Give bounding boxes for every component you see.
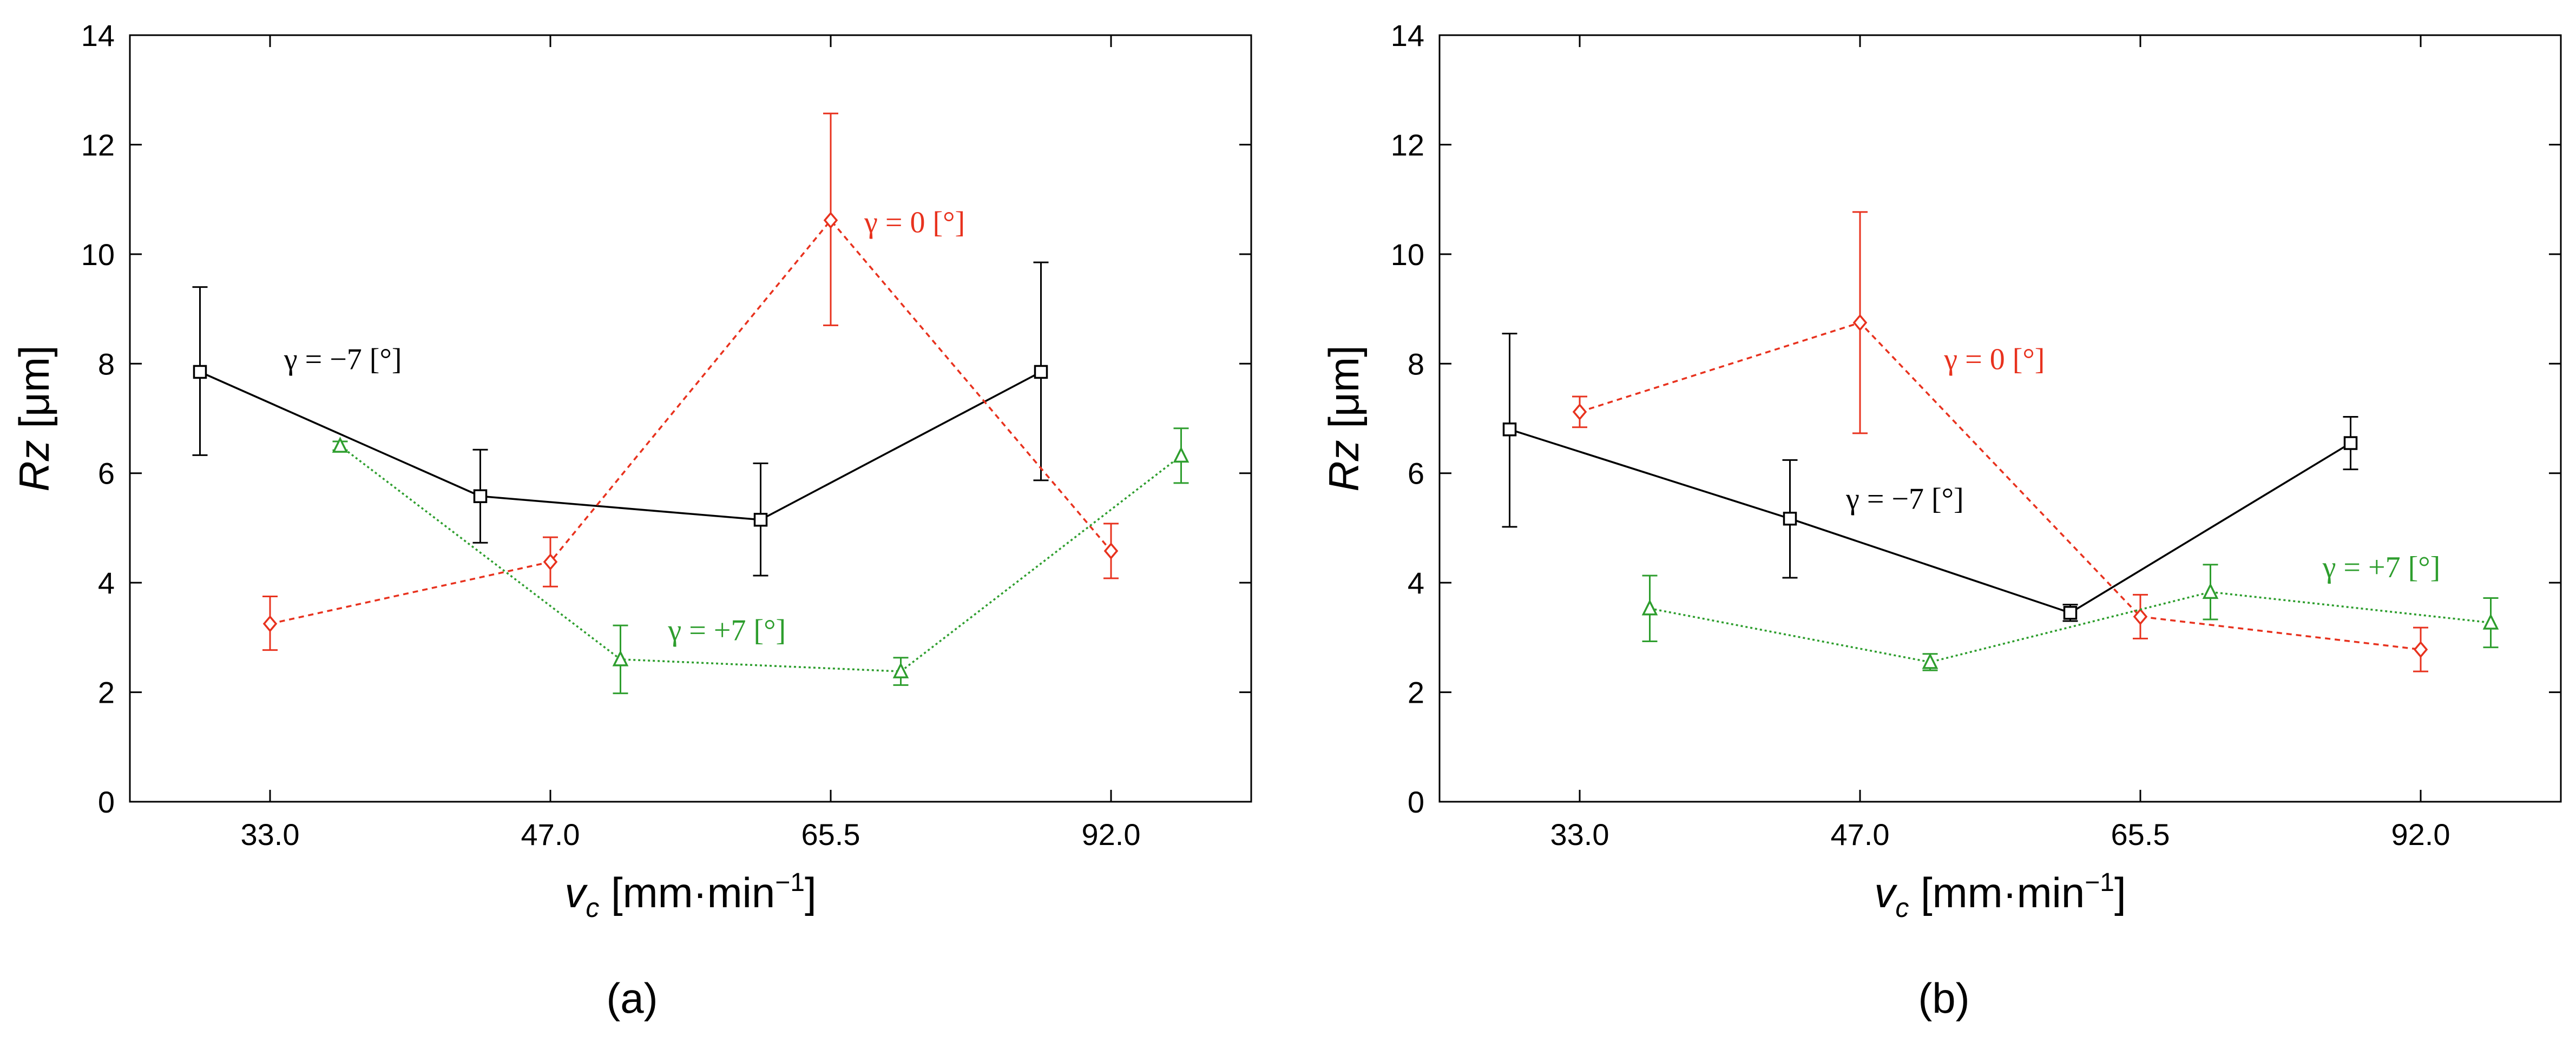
y-tick-label: 12 [1391, 128, 1424, 162]
data-point [473, 489, 488, 503]
data-point [1852, 314, 1868, 332]
data-point [2133, 608, 2148, 625]
data-point [612, 650, 629, 666]
y-axis-var: Rz [10, 440, 58, 491]
y-tick-label: 14 [1391, 18, 1424, 52]
y-tick-label: 6 [98, 457, 115, 491]
series-line [270, 219, 1112, 625]
data-point [1103, 542, 1119, 560]
y-tick-label: 14 [81, 18, 115, 52]
y-tick-label: 2 [98, 676, 115, 710]
x-axis-title: vc [mm·min−1] [564, 868, 816, 923]
data-point [1922, 652, 1938, 669]
data-point [823, 212, 838, 229]
series-annotation: γ = −7 [°] [284, 342, 402, 376]
data-point [193, 365, 207, 379]
series-line [1650, 591, 2491, 663]
y-tick-label: 12 [81, 128, 115, 162]
data-point [1641, 599, 1658, 616]
x-axis-title: vc [mm·min−1] [1874, 868, 2126, 923]
series-annotation: γ = 0 [°] [864, 206, 965, 239]
series-annotation: γ = +7 [°] [2322, 551, 2441, 584]
data-point [2063, 606, 2078, 620]
series-triangle [332, 427, 1190, 695]
data-point [1572, 403, 1587, 421]
x-tick-label: 65.5 [2111, 817, 2170, 851]
data-point [1502, 422, 1517, 437]
y-tick-label: 8 [1408, 347, 1424, 381]
x-axis-close: ] [2114, 869, 2126, 916]
data-point [1173, 446, 1190, 463]
series-square [192, 261, 1049, 577]
x-tick-label: 33.0 [1550, 817, 1609, 851]
y-axis-var: Rz [1320, 440, 1368, 491]
y-tick-label: 4 [98, 566, 115, 600]
y-axis-title: Rz [μm] [10, 345, 58, 491]
x-axis-var: v [564, 869, 588, 916]
panel-label: (a) [606, 974, 658, 1022]
chart-panel-b: 0 2 4 6 8 10 12 14 33.0 47.0 65.5 92.0 Rz [μm] vc [mm… [1320, 18, 2562, 1022]
data-point [892, 662, 909, 678]
y-tick-label: 2 [1408, 676, 1424, 710]
data-point [1034, 365, 1048, 379]
x-axis-sup: −1 [2085, 868, 2114, 897]
y-tick-label: 6 [1408, 457, 1424, 491]
series-diamond [262, 113, 1119, 651]
y-tick-label: 10 [81, 237, 115, 272]
x-axis-close: ] [805, 869, 817, 916]
panel-label: (b) [1918, 974, 1969, 1022]
x-tick-label: 33.0 [241, 817, 300, 851]
x-axis-sub: c [1895, 893, 1909, 923]
plot-frame [129, 34, 1252, 803]
data-point [2202, 583, 2219, 599]
data-point [332, 437, 349, 453]
y-tick-label: 4 [1408, 566, 1424, 600]
series-line [199, 371, 1042, 521]
data-point [753, 512, 768, 527]
series-line [339, 445, 1182, 672]
chart-panel-a: 0 2 4 6 8 10 12 14 33.0 47.0 65.5 92.0 Rz [μm] vc [mm… [10, 18, 1252, 1022]
y-axis-units: [μm] [1320, 345, 1368, 440]
y-axis-title: Rz [μm] [1320, 345, 1368, 491]
data-point [262, 615, 278, 632]
y-tick-label: 0 [98, 785, 115, 819]
y-axis-units: [μm] [10, 345, 58, 440]
y-tick-label: 0 [1408, 785, 1424, 819]
series-square [1502, 333, 2358, 622]
series-line [1579, 321, 2421, 651]
x-axis-units: [mm·min [599, 869, 775, 916]
x-tick-label: 92.0 [1082, 817, 1141, 851]
data-point [2343, 436, 2358, 450]
series-diamond [1572, 211, 2428, 672]
series-line [1509, 428, 2351, 614]
x-axis-var: v [1874, 869, 1897, 916]
series-annotation: γ = +7 [°] [668, 613, 786, 647]
data-point [2413, 641, 2428, 658]
data-point [2482, 613, 2499, 630]
series-triangle [1641, 564, 2499, 671]
y-tick-label: 8 [98, 347, 115, 381]
x-axis-units: [mm·min [1909, 869, 2085, 916]
x-tick-label: 65.5 [801, 817, 860, 851]
x-tick-label: 47.0 [521, 817, 580, 851]
x-tick-label: 47.0 [1831, 817, 1890, 851]
x-axis-sub: c [586, 893, 599, 923]
series-annotation: γ = −7 [°] [1845, 483, 1964, 516]
plot-frame [1438, 34, 2562, 803]
data-point [543, 553, 558, 571]
y-tick-label: 10 [1391, 237, 1424, 272]
x-axis-sup: −1 [775, 868, 805, 897]
series-annotation: γ = 0 [°] [1943, 342, 2045, 376]
x-tick-label: 92.0 [2391, 817, 2450, 851]
data-point [1783, 511, 1797, 526]
